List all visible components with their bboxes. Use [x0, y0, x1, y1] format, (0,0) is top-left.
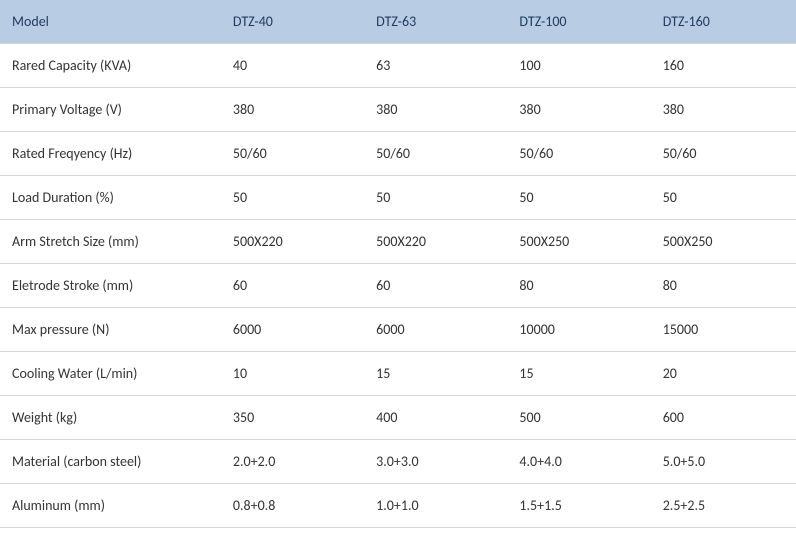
table-row: Cooling Water (L/min) 10 15 15 20: [0, 352, 796, 396]
row-label: Aluminum (mm): [0, 484, 223, 528]
table-row: Load Duration (%) 50 50 50 50: [0, 176, 796, 220]
cell: 63: [366, 44, 509, 88]
col-header-dtz100: DTZ-100: [509, 0, 652, 44]
row-label: Rared Capacity (KVA): [0, 44, 223, 88]
cell: 380: [509, 88, 652, 132]
cell: 40: [223, 44, 366, 88]
cell: 3.0+3.0: [366, 440, 509, 484]
row-label: Eletrode Stroke (mm): [0, 264, 223, 308]
table-row: Material (carbon steel) 2.0+2.0 3.0+3.0 …: [0, 440, 796, 484]
cell: 5.0+5.0: [653, 440, 796, 484]
table-row: Rated Freqyency (Hz) 50/60 50/60 50/60 5…: [0, 132, 796, 176]
table-header-row: Model DTZ-40 DTZ-63 DTZ-100 DTZ-160: [0, 0, 796, 44]
table-row: Arm Stretch Size (mm) 500X220 500X220 50…: [0, 220, 796, 264]
table-row: Max pressure (N) 6000 6000 10000 15000: [0, 308, 796, 352]
row-label: Cooling Water (L/min): [0, 352, 223, 396]
cell: 500X250: [653, 220, 796, 264]
cell: 2.5+2.5: [653, 484, 796, 528]
cell: 50: [223, 176, 366, 220]
row-label: Material (carbon steel): [0, 440, 223, 484]
cell: 100: [509, 44, 652, 88]
cell: 50: [509, 176, 652, 220]
cell: 500: [509, 396, 652, 440]
table-row: Weight (kg) 350 400 500 600: [0, 396, 796, 440]
cell: 20: [653, 352, 796, 396]
col-header-dtz40: DTZ-40: [223, 0, 366, 44]
cell: 50: [653, 176, 796, 220]
row-label: Rated Freqyency (Hz): [0, 132, 223, 176]
cell: 15: [509, 352, 652, 396]
table-row: Primary Voltage (V) 380 380 380 380: [0, 88, 796, 132]
cell: 50/60: [653, 132, 796, 176]
cell: 50/60: [366, 132, 509, 176]
cell: 160: [653, 44, 796, 88]
cell: 4.0+4.0: [509, 440, 652, 484]
row-label: Max pressure (N): [0, 308, 223, 352]
cell: 50/60: [509, 132, 652, 176]
row-label: Load Duration (%): [0, 176, 223, 220]
cell: 80: [509, 264, 652, 308]
cell: 2.0+2.0: [223, 440, 366, 484]
table-row: Rared Capacity (KVA) 40 63 100 160: [0, 44, 796, 88]
cell: 380: [653, 88, 796, 132]
cell: 380: [223, 88, 366, 132]
table-row: Aluminum (mm) 0.8+0.8 1.0+1.0 1.5+1.5 2.…: [0, 484, 796, 528]
cell: 80: [653, 264, 796, 308]
cell: 60: [223, 264, 366, 308]
cell: 6000: [223, 308, 366, 352]
cell: 0.8+0.8: [223, 484, 366, 528]
col-header-model: Model: [0, 0, 223, 44]
spec-table-container: Model DTZ-40 DTZ-63 DTZ-100 DTZ-160 Rare…: [0, 0, 796, 528]
cell: 500X250: [509, 220, 652, 264]
row-label: Weight (kg): [0, 396, 223, 440]
col-header-dtz160: DTZ-160: [653, 0, 796, 44]
cell: 400: [366, 396, 509, 440]
table-body: Rared Capacity (KVA) 40 63 100 160 Prima…: [0, 44, 796, 528]
cell: 50/60: [223, 132, 366, 176]
cell: 500X220: [366, 220, 509, 264]
spec-table: Model DTZ-40 DTZ-63 DTZ-100 DTZ-160 Rare…: [0, 0, 796, 528]
row-label: Primary Voltage (V): [0, 88, 223, 132]
col-header-dtz63: DTZ-63: [366, 0, 509, 44]
cell: 350: [223, 396, 366, 440]
cell: 600: [653, 396, 796, 440]
cell: 10000: [509, 308, 652, 352]
cell: 10: [223, 352, 366, 396]
cell: 60: [366, 264, 509, 308]
cell: 15: [366, 352, 509, 396]
cell: 15000: [653, 308, 796, 352]
cell: 500X220: [223, 220, 366, 264]
cell: 6000: [366, 308, 509, 352]
cell: 1.0+1.0: [366, 484, 509, 528]
cell: 1.5+1.5: [509, 484, 652, 528]
cell: 380: [366, 88, 509, 132]
table-row: Eletrode Stroke (mm) 60 60 80 80: [0, 264, 796, 308]
row-label: Arm Stretch Size (mm): [0, 220, 223, 264]
cell: 50: [366, 176, 509, 220]
